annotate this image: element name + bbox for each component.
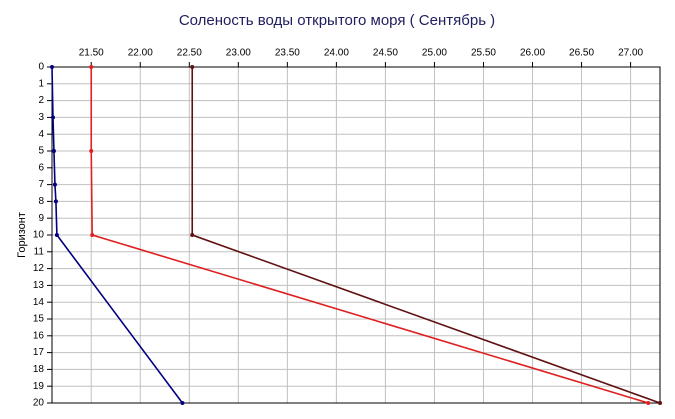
point-marker [180, 401, 185, 405]
y-tick-label: 18 [33, 364, 45, 375]
x-tick-label: 25.00 [422, 48, 447, 59]
y-tick-label: 1 [38, 78, 44, 89]
x-tick-label: 27.00 [618, 48, 643, 59]
y-tick-label: 17 [33, 347, 45, 358]
x-tick-label: 21.50 [79, 48, 104, 59]
point-marker [90, 233, 95, 237]
y-tick-label: 4 [38, 129, 44, 140]
point-marker [52, 182, 57, 187]
y-tick-label: 2 [38, 95, 44, 106]
y-tick-label: 6 [38, 162, 44, 173]
x-tick-label: 23.50 [275, 48, 300, 59]
chart-title: Соленость воды открытого моря ( Сентябрь… [179, 12, 495, 29]
y-tick-label: 12 [33, 263, 45, 274]
x-tick-label: 23.00 [226, 48, 251, 59]
series-line [90, 67, 649, 404]
x-tick-label: 22.50 [177, 48, 202, 59]
y-tick-label: 5 [38, 146, 44, 157]
point-marker [50, 65, 54, 69]
point-marker [646, 401, 651, 405]
y-tick-label: 10 [33, 230, 45, 241]
point-marker [54, 233, 59, 237]
plot-frame [51, 66, 661, 404]
y-tick-label: 7 [38, 179, 44, 190]
y-tick-label: 9 [38, 213, 44, 224]
y-tick-label: 19 [33, 381, 45, 392]
y-tick-label: 20 [33, 398, 45, 409]
point-marker [50, 115, 55, 120]
y-tick-label: 14 [33, 297, 45, 308]
point-marker [51, 149, 56, 153]
y-tick-label: 15 [33, 314, 45, 325]
point-marker [658, 401, 662, 405]
y-tick-label: 13 [33, 280, 45, 291]
y-tick-label: 3 [38, 112, 44, 123]
y-tick-label: 11 [34, 246, 45, 257]
y-tick-label: 16 [33, 330, 45, 341]
x-tick-label: 26.50 [569, 48, 594, 59]
point-marker [190, 233, 195, 237]
point-marker [190, 65, 195, 69]
x-tick-label: 24.00 [324, 48, 349, 59]
x-tick-label: 22.00 [128, 48, 153, 59]
y-tick-label: 0 [38, 62, 44, 73]
point-marker [53, 199, 58, 204]
y-axis-label: Горизонт [16, 212, 28, 258]
x-tick-label: 25.50 [471, 48, 496, 59]
y-tick-label: 8 [38, 196, 44, 207]
x-tick-label: 24.50 [373, 48, 398, 59]
x-tick-label: 26.00 [520, 48, 545, 59]
point-marker [89, 65, 94, 69]
point-marker [89, 149, 94, 153]
